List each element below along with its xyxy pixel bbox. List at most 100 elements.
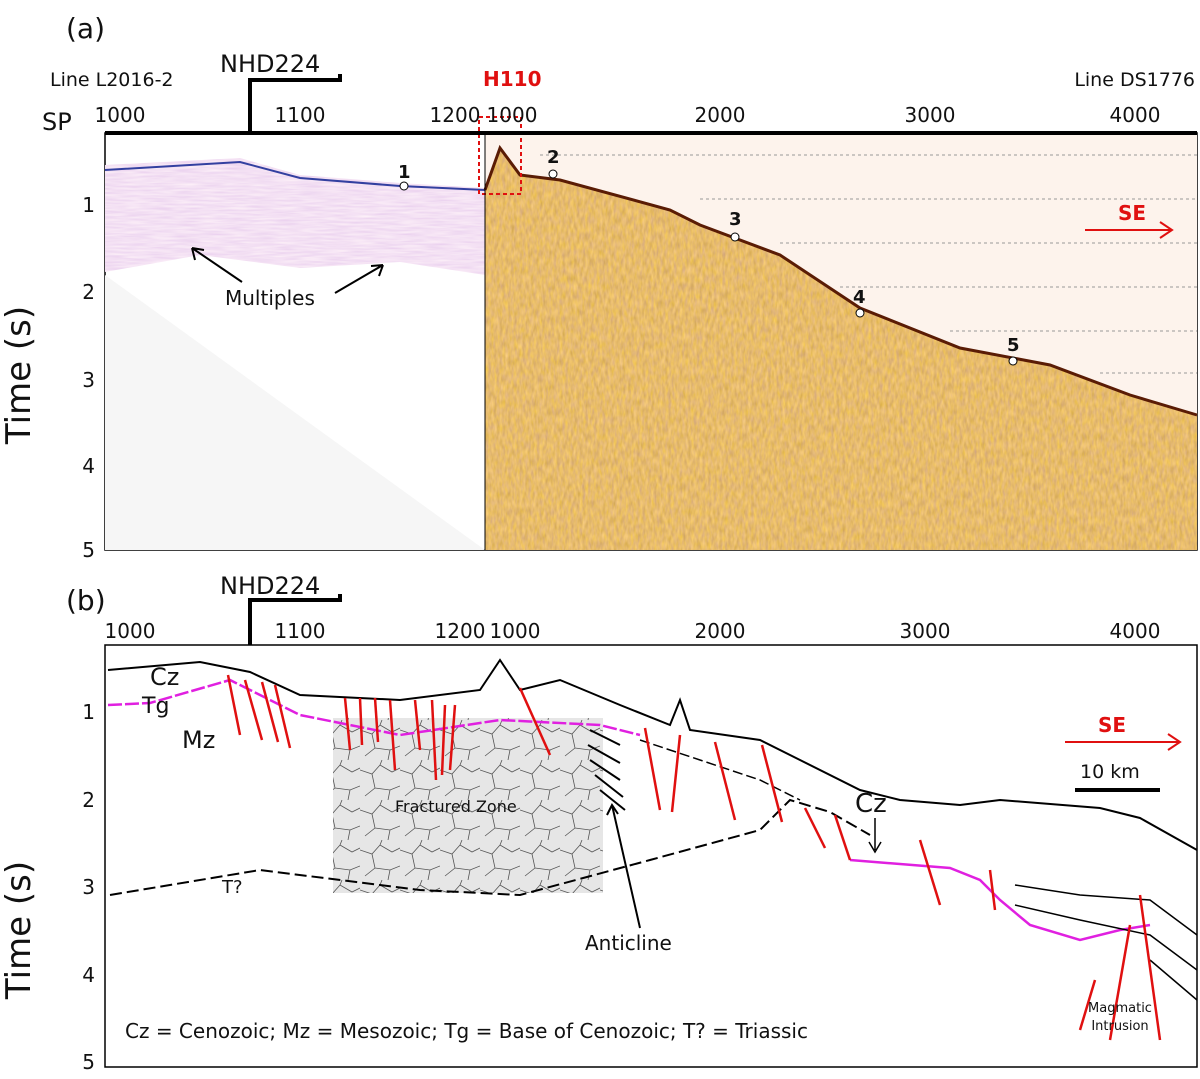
unit-label: Mz xyxy=(182,726,215,754)
fault xyxy=(260,681,280,743)
x-tick-label: 3000 xyxy=(900,619,951,643)
direction-label: SE xyxy=(1118,201,1146,225)
direction-arrow xyxy=(1065,733,1182,751)
fault xyxy=(760,744,784,823)
x-tick-label: 1000 xyxy=(105,619,156,643)
fault xyxy=(918,839,942,906)
unit-label: Cz xyxy=(150,663,179,691)
sites: 1 2 3 4 5 xyxy=(398,147,1020,366)
intrusion-label: Magmatic xyxy=(1088,1001,1152,1016)
intrusion-label: Intrusion xyxy=(1091,1019,1148,1034)
site-label: 4 xyxy=(853,287,866,308)
fault xyxy=(373,697,380,743)
fault xyxy=(226,674,242,736)
line-name: Line DS1776 xyxy=(1074,69,1195,91)
fault xyxy=(388,699,397,771)
x-tick-label: 1200 xyxy=(435,619,486,643)
fault xyxy=(430,699,438,781)
x-tick-label: 1100 xyxy=(275,619,326,643)
sp-label: SP xyxy=(42,108,72,136)
x-tick-label: 1200 xyxy=(430,103,481,127)
anticline-arrow xyxy=(606,803,641,929)
site-label: 2 xyxy=(547,147,560,168)
well-name: NHD224 xyxy=(220,50,320,78)
y-tick-label: 5 xyxy=(82,1050,95,1074)
horizon xyxy=(1014,904,1198,1001)
y-tick-label: 1 xyxy=(82,193,95,217)
unit-label: Cz xyxy=(855,789,887,819)
site-label: 1 xyxy=(398,162,411,183)
site-label: 3 xyxy=(729,209,742,230)
direction-label: SE xyxy=(1098,713,1126,737)
fault xyxy=(343,697,352,751)
tg-horizon xyxy=(107,678,641,737)
fault xyxy=(358,697,364,746)
x-tick-label: 4000 xyxy=(1110,103,1161,127)
fault xyxy=(243,679,264,741)
horizon xyxy=(1014,884,1198,936)
x-tick-label: 2000 xyxy=(695,103,746,127)
legend-text: Cz = Cenozoic; Mz = Mesozoic; Tg = Base … xyxy=(125,1019,808,1043)
highlight-box xyxy=(478,116,522,195)
y-tick-label: 3 xyxy=(82,875,95,899)
y-tick-label: 3 xyxy=(82,368,95,392)
site-marker xyxy=(1008,356,1018,366)
fault xyxy=(1078,979,1097,1031)
x-tick-label: 1000 xyxy=(95,103,146,127)
faults xyxy=(226,674,1162,1041)
y-tick-label: 2 xyxy=(82,788,95,812)
fractured-zone xyxy=(333,718,603,893)
well-marker xyxy=(248,74,342,165)
direction-arrow xyxy=(1085,221,1174,239)
y-tick-label: 2 xyxy=(82,280,95,304)
fault xyxy=(518,687,552,756)
site-marker xyxy=(548,169,558,179)
x-tick-label: 1000 xyxy=(490,619,541,643)
t-horizon xyxy=(109,798,871,897)
fault xyxy=(988,869,997,911)
fault xyxy=(803,807,827,849)
fault xyxy=(643,727,662,811)
fault xyxy=(670,734,682,813)
horizon xyxy=(639,739,801,801)
fault xyxy=(1108,924,1132,1041)
y-tick-label: 5 xyxy=(82,538,95,562)
fault xyxy=(1138,894,1162,1041)
y-tick-label: 4 xyxy=(82,454,95,478)
x-tick-label: 2000 xyxy=(695,619,746,643)
annotation: Multiples xyxy=(225,286,315,310)
panel-label: (a) xyxy=(66,12,105,45)
zone-label: Fractured Zone xyxy=(395,797,517,816)
fault xyxy=(273,684,292,749)
fault xyxy=(440,704,447,776)
tg-horizon xyxy=(849,858,1151,942)
y-axis-title: Time (s) xyxy=(0,861,39,1000)
seafloor xyxy=(483,144,1198,417)
y-tick-label: 1 xyxy=(82,700,95,724)
anticline-label: Anticline xyxy=(585,931,672,955)
blank-area xyxy=(105,275,485,550)
well-marker xyxy=(248,594,342,680)
x-tick-label: 1000 xyxy=(487,103,538,127)
unit-label: T? xyxy=(221,877,243,898)
site-marker xyxy=(399,181,409,191)
seismic-section-right xyxy=(485,148,1197,550)
site-marker xyxy=(730,232,740,242)
annotation-arrow xyxy=(191,247,384,294)
unit-label: Tg xyxy=(141,694,169,719)
site-marker xyxy=(855,308,865,318)
box-label: H110 xyxy=(483,67,542,91)
seafloor xyxy=(107,658,1198,851)
y-tick-label: 4 xyxy=(82,963,95,987)
fault xyxy=(833,814,852,861)
fault xyxy=(448,704,457,771)
panel-frame xyxy=(104,644,1198,1068)
y-axis-title: Time (s) xyxy=(0,306,39,445)
anticline-folds xyxy=(587,729,626,811)
seismic-section-left xyxy=(105,158,485,275)
x-tick-label: 3000 xyxy=(905,103,956,127)
site-label: 5 xyxy=(1007,335,1020,356)
seafloor xyxy=(104,160,486,191)
unit-arrow xyxy=(868,818,882,854)
